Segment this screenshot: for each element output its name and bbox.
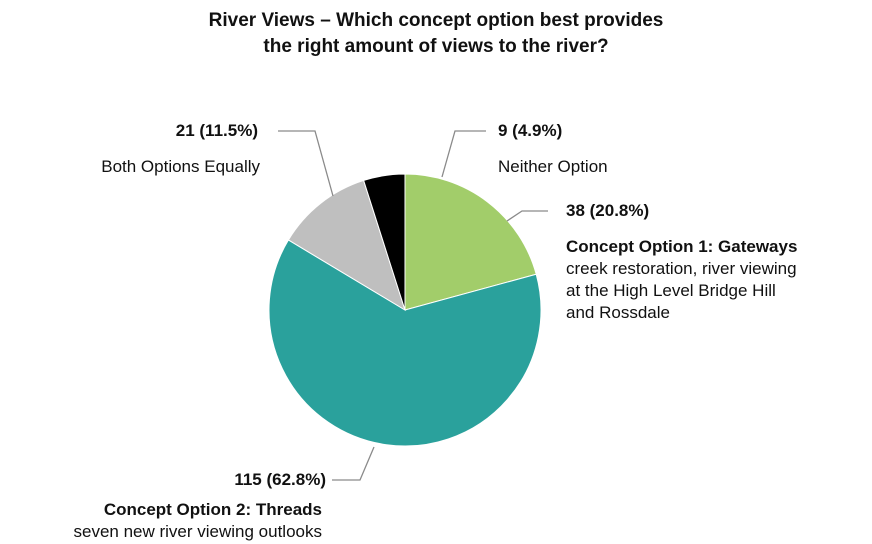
label-both: 21 (11.5%) bbox=[176, 120, 258, 142]
name-gateways: Concept Option 1: Gateways bbox=[566, 237, 798, 256]
desc-gateways-line2: at the High Level Bridge Hill bbox=[566, 281, 776, 300]
value-label-both: 21 (11.5%) bbox=[175, 121, 258, 140]
desc-gateways: Concept Option 1: Gateways creek restora… bbox=[566, 236, 797, 324]
label-gateways: 38 (20.8%) bbox=[566, 200, 649, 222]
desc-threads-line1: seven new river viewing outlooks bbox=[73, 522, 322, 541]
desc-gateways-line1: creek restoration, river viewing bbox=[566, 259, 797, 278]
name-threads: Concept Option 2: Threads bbox=[103, 500, 322, 519]
desc-neither-line1: Neither Option bbox=[498, 157, 608, 176]
desc-threads: Concept Option 2: Threads seven new rive… bbox=[73, 499, 322, 543]
pie-slice-threads bbox=[268, 239, 542, 447]
label-neither: 9 (4.9%) bbox=[498, 120, 562, 142]
leader-line-neither bbox=[441, 130, 486, 178]
value-label-threads: 115 (62.8%) bbox=[234, 470, 326, 489]
pie-slice-gateways bbox=[404, 173, 537, 311]
desc-both: Both Options Equally bbox=[101, 156, 260, 178]
leader-line-threads bbox=[332, 446, 375, 481]
chart-title-line1: River Views – Which concept option best … bbox=[208, 10, 664, 31]
leader-line-both bbox=[278, 130, 334, 197]
chart-title-line2: the right amount of views to the river? bbox=[263, 36, 609, 57]
pie-slice-both bbox=[287, 179, 406, 312]
pie-slice-neither bbox=[363, 173, 406, 311]
desc-both-line1: Both Options Equally bbox=[101, 157, 260, 176]
desc-gateways-line3: and Rossdale bbox=[566, 303, 670, 322]
value-label-neither: 9 (4.9%) bbox=[498, 121, 563, 140]
desc-neither: Neither Option bbox=[498, 156, 608, 178]
label-threads: 115 (62.8%) bbox=[234, 469, 326, 491]
chart-title: River Views – Which concept option best … bbox=[0, 8, 872, 60]
value-label-gateways: 38 (20.8%) bbox=[566, 201, 650, 220]
leader-line-gateways bbox=[506, 210, 548, 222]
